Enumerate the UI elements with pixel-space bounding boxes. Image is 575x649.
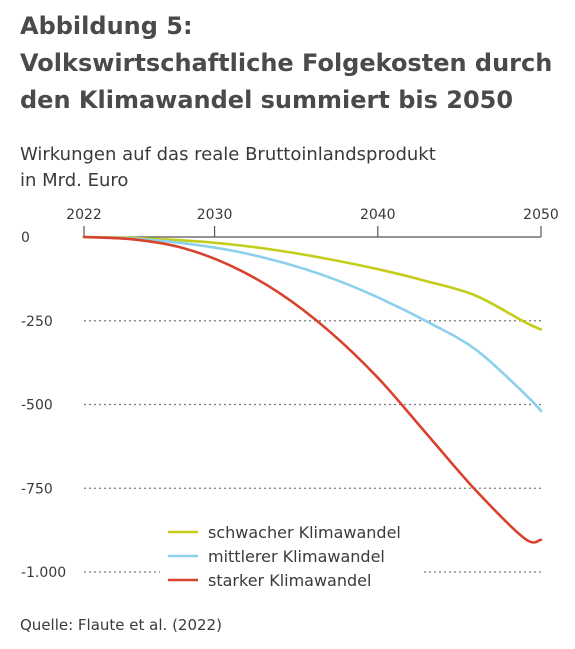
y-tick-label: -250 [21, 314, 53, 330]
source-note: Quelle: Flaute et al. (2022) [20, 616, 222, 634]
y-tick-label: -500 [21, 398, 53, 414]
line-chart: 0 -250 -500 -750 -1.000 2022 2030 2040 2050 schwa… [21, 207, 559, 594]
figure-title-line2: den Klimawandel summiert bis 2050 [20, 86, 514, 114]
figure-title: Abbildung 5: Volkswirtschaftliche Folgek… [20, 8, 565, 119]
y-tick-label: 0 [21, 230, 30, 246]
legend-label: schwacher Klimawandel [208, 523, 401, 542]
series-line-3 [82, 235, 543, 544]
series-line-1 [82, 235, 543, 331]
y-tick-label: -1.000 [21, 565, 66, 581]
y-tick-label: -750 [21, 481, 53, 497]
x-tick-label: 2050 [523, 207, 559, 223]
chart-subtitle: Wirkungen auf das reale Bruttoinlandspro… [20, 142, 565, 194]
x-tick-label: 2022 [66, 207, 102, 223]
figure-label: Abbildung 5: [20, 12, 193, 40]
x-tick-label: 2030 [197, 207, 233, 223]
legend-label: mittlerer Klimawandel [208, 547, 385, 566]
x-tick-label: 2040 [360, 207, 396, 223]
legend-background [160, 520, 422, 594]
chart-subtitle-line1: Wirkungen auf das reale Bruttoinlandspro… [20, 144, 436, 165]
series-line-2 [82, 235, 543, 413]
legend-label: starker Klimawandel [208, 571, 371, 590]
figure-title-line1: Volkswirtschaftliche Folgekosten durch [20, 49, 553, 77]
chart-subtitle-line2: in Mrd. Euro [20, 170, 129, 191]
